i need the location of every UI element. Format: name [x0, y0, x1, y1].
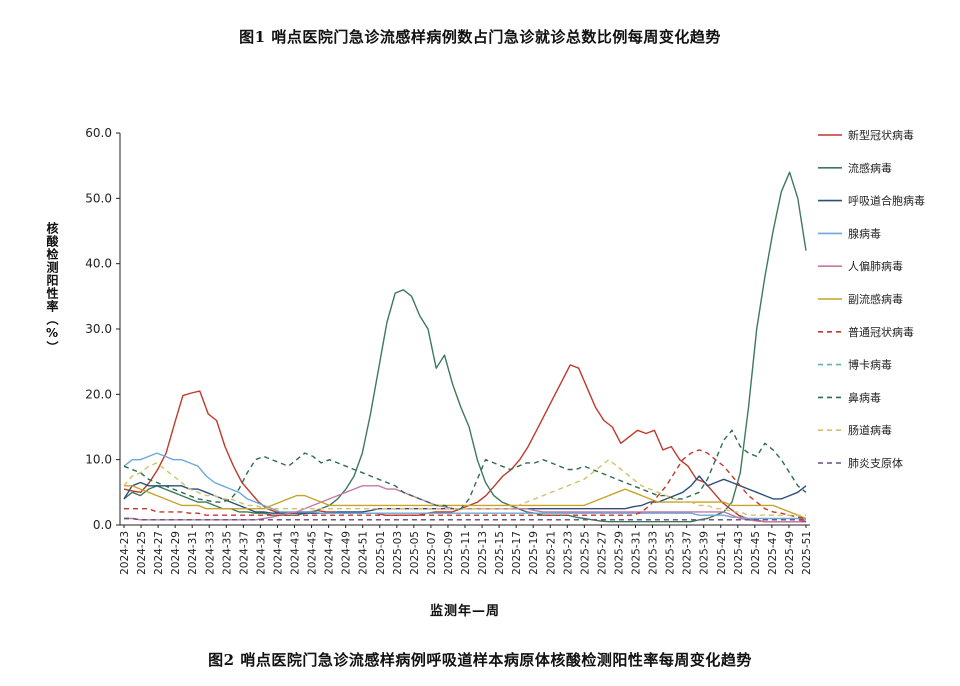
x-tick-label: 2024-45 — [307, 531, 319, 575]
x-tick-label: 2025-09 — [443, 531, 455, 575]
x-tick-label: 2024-27 — [153, 531, 165, 575]
x-tick-label: 2024-47 — [324, 531, 336, 575]
x-tick-label: 2025-35 — [665, 531, 677, 575]
axes: 0.0 10.0 20.0 30.0 40.0 50.0 60.0 2024-23 2024-2… — [85, 126, 813, 575]
x-tick-label: 2025-51 — [801, 531, 813, 575]
line-chart: 0.0 10.0 20.0 30.0 40.0 50.0 60.0 2024-23 2024-2… — [85, 126, 925, 575]
x-tick-label: 2025-43 — [733, 531, 745, 575]
x-tick-label: 2025-33 — [648, 531, 660, 575]
x-tick-label: 2025-03 — [392, 531, 404, 575]
legend-label: 人偏肺病毒 — [848, 259, 903, 273]
x-tick-label: 2025-23 — [562, 531, 574, 575]
x-tick-label: 2025-39 — [699, 531, 711, 575]
legend-label: 肺炎支原体 — [848, 456, 903, 470]
y-tick-label: 50.0 — [85, 191, 112, 205]
legend-label: 流感病毒 — [848, 161, 892, 175]
x-tick-label: 2025-27 — [596, 531, 608, 575]
x-tick-label: 2024-23 — [119, 531, 131, 575]
x-tick-label: 2025-41 — [716, 531, 728, 575]
series-layer — [123, 171, 807, 523]
figure2-caption: 图2 哨点医院门急诊流感样病例呼吸道样本病原体核酸检测阳性率每周变化趋势 — [208, 651, 752, 669]
x-tick-label: 2024-37 — [238, 531, 250, 575]
y-tick-label: 40.0 — [85, 257, 112, 271]
x-tick-label: 2025-45 — [750, 531, 762, 575]
legend-label: 呼吸道合胞病毒 — [848, 194, 925, 208]
y-tick-label: 60.0 — [85, 126, 112, 140]
legend-label: 普通冠状病毒 — [848, 325, 914, 339]
x-tick-label: 2025-05 — [409, 531, 421, 575]
series-line-9 — [123, 429, 807, 510]
y-tick-label: 30.0 — [85, 322, 112, 336]
x-tick-label: 2025-25 — [579, 531, 591, 575]
legend-label: 新型冠状病毒 — [848, 128, 914, 142]
x-tick-label: 2025-31 — [631, 531, 643, 575]
legend-label: 博卡病毒 — [848, 358, 892, 372]
y-axis-label: 核酸检测阳性率（%） — [45, 222, 59, 354]
x-tick-label: 2024-33 — [204, 531, 216, 575]
legend-label: 腺病毒 — [848, 226, 881, 240]
y-tick-label: 0.0 — [93, 518, 112, 532]
x-tick-label: 2024-31 — [187, 531, 199, 575]
series-line-1 — [123, 364, 806, 523]
x-tick-label: 2025-11 — [460, 531, 472, 575]
x-tick-label: 2025-37 — [682, 531, 694, 575]
x-tick-label: 2025-17 — [511, 531, 523, 575]
legend-label: 副流感病毒 — [848, 292, 903, 306]
legend-label: 肠道病毒 — [848, 423, 892, 437]
x-tick-label: 2025-49 — [784, 531, 796, 575]
x-tick-label: 2024-29 — [170, 531, 182, 575]
x-tick-label: 2025-47 — [767, 531, 779, 575]
x-axis-label: 监测年—周 — [429, 604, 500, 619]
series-line-2 — [123, 171, 807, 523]
series-line-10 — [123, 459, 806, 516]
x-tick-label: 2025-13 — [477, 531, 489, 575]
x-tick-label: 2025-29 — [613, 531, 625, 575]
x-tick-label: 2025-07 — [426, 531, 438, 575]
series-line-5 — [124, 485, 807, 523]
x-tick-label: 2025-19 — [528, 531, 540, 575]
x-tick-label: 2025-21 — [545, 531, 557, 575]
x-tick-label: 2025-01 — [375, 531, 387, 575]
x-tick-label: 2024-41 — [272, 531, 284, 575]
x-tick-label: 2024-35 — [221, 531, 233, 575]
legend: 新型冠状病毒流感病毒呼吸道合胞病毒腺病毒人偏肺病毒副流感病毒普通冠状病毒博卡病毒… — [818, 128, 925, 470]
series-line-7 — [124, 449, 807, 520]
series-line-11 — [124, 517, 806, 521]
y-tick-label: 10.0 — [85, 453, 112, 467]
x-tick-label: 2024-39 — [255, 531, 267, 575]
x-tick-label: 2024-49 — [341, 531, 353, 575]
series-line-4 — [123, 452, 806, 520]
x-tick-label: 2025-15 — [494, 531, 506, 575]
figure1-caption: 图1 哨点医院门急诊流感样病例数占门急诊就诊总数比例每周变化趋势 — [239, 28, 721, 46]
legend-label: 鼻病毒 — [848, 390, 881, 404]
x-tick-label: 2024-43 — [290, 531, 302, 575]
x-tick-label: 2024-51 — [358, 531, 370, 575]
x-tick-label: 2024-25 — [136, 531, 148, 575]
y-tick-label: 20.0 — [85, 387, 112, 401]
